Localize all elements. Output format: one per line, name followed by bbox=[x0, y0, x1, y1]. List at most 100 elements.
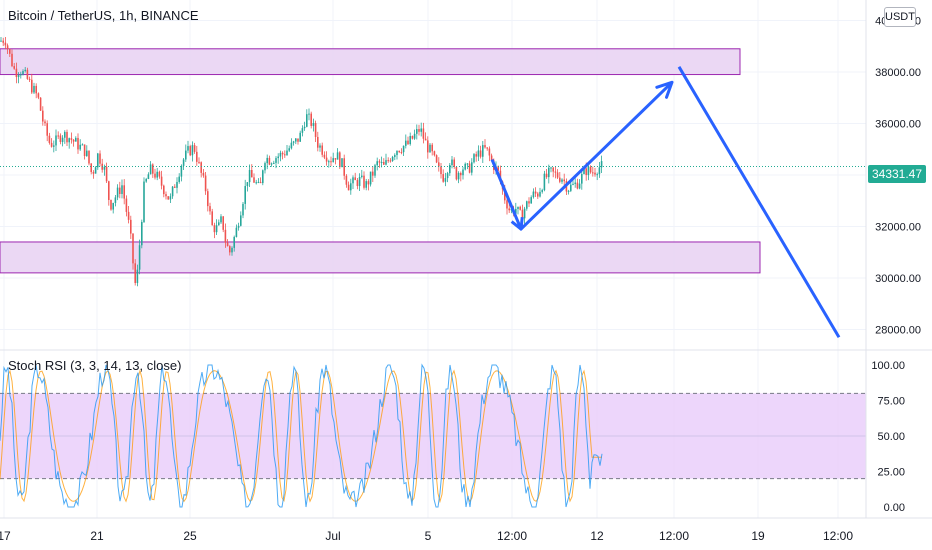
candle-body bbox=[207, 191, 209, 207]
candle-body bbox=[314, 123, 317, 137]
candle-body bbox=[152, 164, 154, 174]
candle-body bbox=[508, 208, 510, 211]
candle-body bbox=[26, 69, 29, 79]
candle-body bbox=[229, 246, 231, 253]
candle-body bbox=[57, 135, 59, 137]
candle-body bbox=[66, 131, 68, 143]
candle-body bbox=[435, 155, 438, 163]
candle-body bbox=[457, 172, 460, 180]
time-tick-label: 12 bbox=[590, 529, 604, 543]
candle-body bbox=[556, 172, 559, 178]
candle-body bbox=[532, 191, 535, 198]
candle-body bbox=[325, 157, 328, 162]
time-tick-label: 5 bbox=[425, 529, 432, 543]
currency-button[interactable]: USDT bbox=[884, 7, 916, 27]
candle-body bbox=[387, 160, 389, 162]
candle-body bbox=[374, 165, 376, 176]
chart-title: Bitcoin / TetherUS, 1h, BINANCE bbox=[8, 8, 199, 23]
candle-body bbox=[193, 145, 196, 152]
candle-body bbox=[11, 53, 13, 67]
projection-path bbox=[490, 81, 674, 231]
candle-body bbox=[202, 172, 205, 176]
projection-arrowhead bbox=[655, 80, 674, 99]
candle-body bbox=[231, 247, 233, 253]
candle-body bbox=[559, 177, 561, 182]
candle-body bbox=[530, 197, 532, 204]
candle-body bbox=[270, 163, 273, 165]
price-tick-label: 38000.00 bbox=[875, 67, 921, 79]
candle-body bbox=[539, 191, 541, 197]
candle-body bbox=[292, 141, 295, 143]
candle-body bbox=[94, 167, 97, 174]
candle-body bbox=[411, 135, 414, 139]
price-tick-label: 32000.00 bbox=[875, 222, 921, 234]
zones bbox=[0, 48, 761, 274]
time-tick-label: 21 bbox=[90, 529, 104, 543]
time-tick-label: 12:00 bbox=[497, 529, 527, 543]
candle-body bbox=[332, 158, 334, 163]
candle-body bbox=[105, 166, 108, 182]
candle-body bbox=[427, 140, 429, 153]
candle-body bbox=[176, 181, 178, 188]
candle-body bbox=[136, 269, 139, 283]
candle-body bbox=[13, 66, 15, 69]
candle-body bbox=[182, 159, 185, 166]
candle-body bbox=[497, 166, 499, 171]
candle-body bbox=[347, 184, 350, 191]
candle-body bbox=[319, 145, 321, 148]
candle-body bbox=[479, 150, 482, 157]
candle-body bbox=[273, 162, 275, 164]
candle-body bbox=[543, 173, 546, 191]
candle-body bbox=[266, 157, 268, 164]
resistance-zone bbox=[0, 48, 741, 76]
candle-body bbox=[598, 167, 601, 175]
candle-body bbox=[33, 85, 35, 93]
candle-body bbox=[114, 197, 117, 203]
candle-body bbox=[121, 185, 123, 194]
candle-body bbox=[396, 150, 398, 156]
time-tick-label: 12:00 bbox=[659, 529, 689, 543]
candle-body bbox=[48, 135, 51, 143]
candle-body bbox=[226, 242, 229, 247]
candle-body bbox=[237, 225, 240, 228]
candle-body bbox=[372, 171, 374, 176]
candle-body bbox=[460, 172, 462, 176]
candle-body bbox=[545, 173, 548, 178]
rsi-tick-label: 25.00 bbox=[877, 467, 905, 479]
time-tick-label: 12:00 bbox=[823, 529, 853, 543]
candle-body bbox=[431, 144, 433, 152]
candle-body bbox=[259, 181, 262, 184]
candle-body bbox=[15, 68, 18, 78]
time-tick-label: 19 bbox=[751, 529, 765, 543]
candle-body bbox=[367, 181, 370, 185]
candle-body bbox=[178, 176, 180, 182]
candle-body bbox=[0, 40, 2, 42]
candle-body bbox=[174, 186, 176, 188]
candle-body bbox=[405, 140, 407, 146]
candle-body bbox=[477, 150, 480, 157]
candle-body bbox=[31, 79, 33, 93]
price-tick-label: 36000.00 bbox=[875, 118, 921, 130]
candle-body bbox=[70, 138, 73, 140]
candle-body bbox=[521, 209, 524, 219]
candle-body bbox=[244, 186, 246, 204]
candle-body bbox=[9, 49, 11, 54]
candle-body bbox=[312, 123, 315, 126]
candle-body bbox=[413, 133, 416, 139]
candle-body bbox=[123, 185, 125, 199]
candle-body bbox=[17, 74, 20, 78]
candle-body bbox=[462, 169, 464, 176]
candle-body bbox=[418, 129, 420, 132]
candle-body bbox=[281, 152, 284, 155]
candle-body bbox=[200, 162, 202, 173]
candle-body bbox=[541, 190, 543, 192]
candle-body bbox=[310, 113, 312, 126]
candle-body bbox=[196, 151, 198, 162]
candle-body bbox=[570, 184, 572, 191]
candle-body bbox=[400, 152, 403, 154]
candle-body bbox=[20, 74, 22, 76]
candle-body bbox=[552, 167, 554, 172]
candle-body bbox=[330, 161, 332, 163]
candle-body bbox=[295, 138, 297, 142]
